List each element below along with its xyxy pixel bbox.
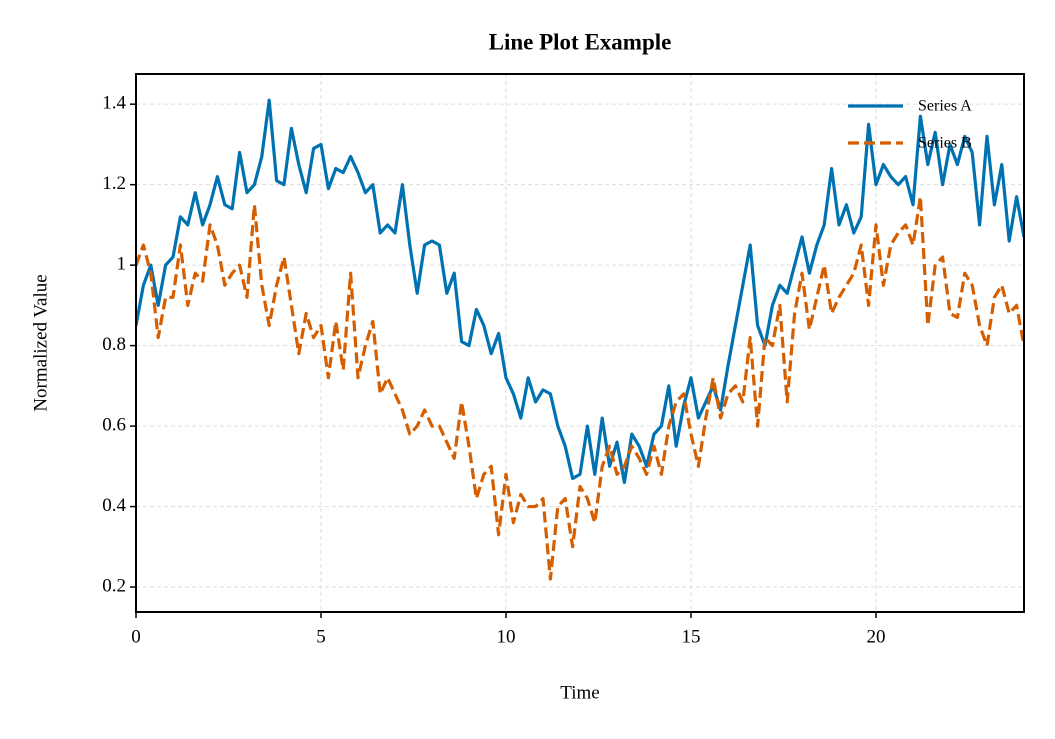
chart-title: Line Plot Example	[489, 29, 672, 54]
legend-label: Series B	[918, 135, 972, 152]
plot-frame	[135, 73, 1025, 613]
x-tick-label: 10	[497, 626, 516, 647]
y-tick-label: 1.2	[102, 173, 126, 194]
y-tick-label: 0.4	[102, 495, 126, 516]
x-tick-label: 15	[682, 626, 701, 647]
legend-label: Series A	[918, 98, 972, 115]
x-tick-label: 5	[316, 626, 326, 647]
x-tick-label: 20	[867, 626, 886, 647]
y-tick-label: 0.8	[102, 334, 126, 355]
y-tick-label: 0.2	[102, 575, 126, 596]
series-line	[136, 98, 1024, 485]
y-tick-label: 0.6	[102, 414, 126, 435]
y-axis-label: Normalized Value	[30, 274, 51, 411]
x-axis-label: Time	[560, 682, 599, 703]
y-tick-label: 1.4	[102, 93, 126, 114]
y-tick-label: 1	[117, 253, 127, 274]
series-line	[136, 195, 1024, 581]
x-tick-label: 0	[131, 626, 141, 647]
